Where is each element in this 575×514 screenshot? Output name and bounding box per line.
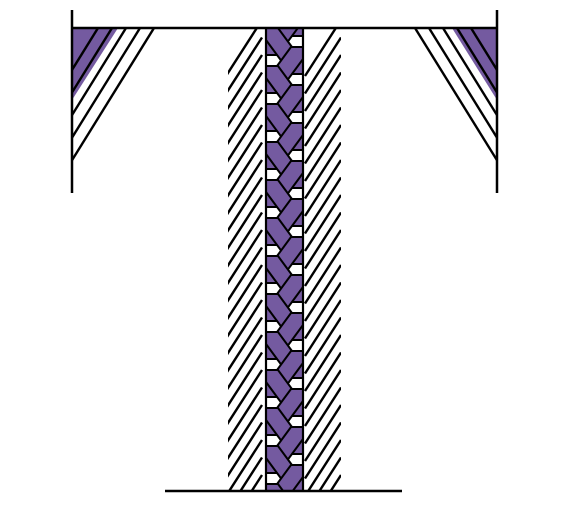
stem-hatch-left — [228, 386, 264, 443]
stem-hatch-right — [303, 176, 341, 235]
stem-hatch-left — [228, 229, 264, 286]
stem-hatch-left — [228, 89, 264, 146]
braid-strand-b — [266, 503, 303, 514]
stem-hatch-left — [228, 141, 264, 198]
right-wedge-hatch — [427, 28, 497, 168]
stem-hatch-left — [228, 176, 264, 233]
stem-hatch-right — [303, 299, 341, 357]
t-outline — [70, 10, 499, 493]
left-wedge-hatch — [72, 28, 142, 168]
stem-hatch-left — [228, 246, 264, 303]
stem-hatch-left — [228, 159, 264, 216]
stem-hatch-right — [303, 124, 341, 182]
stem-hatch-right — [303, 316, 341, 375]
stem-hatch-left — [228, 439, 264, 491]
stem-hatch-left — [228, 264, 264, 321]
stem-hatch-right — [303, 106, 341, 165]
stem-hatch-left — [228, 106, 264, 163]
stem-hatch-right — [303, 264, 341, 322]
center-braid — [264, 28, 305, 514]
stem-hatch-left — [226, 493, 262, 514]
stem-hatch-left — [228, 36, 264, 93]
stem-hatch-left — [228, 211, 264, 268]
stem-hatch-left — [228, 54, 264, 111]
right-wedge-hatch — [413, 28, 497, 168]
stem-hatch-left — [228, 124, 264, 181]
right-wedge-fill — [452, 28, 497, 100]
stem-hatch-left — [228, 281, 264, 338]
stem-hatch-right — [303, 141, 341, 200]
stem-hatch-right — [303, 281, 341, 340]
stem-hatch-right — [303, 36, 341, 95]
stem-hatch-right — [303, 89, 341, 147]
stem-hatch-right — [303, 386, 341, 445]
stem-hatch-left — [228, 334, 264, 391]
stem-hatch-right — [305, 493, 341, 514]
stem-hatch-left — [228, 404, 264, 461]
stem-hatch-right — [303, 159, 341, 217]
right-wedge-hatch — [469, 28, 497, 168]
braid-strand-a — [265, 483, 285, 491]
stem-hatch-right — [303, 369, 341, 427]
stem-hatch-left — [228, 28, 259, 76]
left-wedge-fill — [72, 28, 118, 100]
stem-hatch-right — [329, 474, 341, 491]
stem-hatch-left — [228, 299, 264, 356]
left-wedge-hatch — [72, 28, 114, 168]
left-wedge-hatch — [72, 28, 100, 168]
stem-hatch-right — [303, 229, 341, 287]
stem-hatch-right — [303, 54, 341, 112]
stem-hatch-right — [303, 194, 341, 252]
stem-hatch-right — [306, 439, 341, 491]
stem-hatching — [226, 28, 341, 514]
stem-hatch-right — [303, 71, 341, 130]
stem-hatch-left — [239, 456, 264, 491]
left-wedge-hatch — [72, 28, 128, 168]
left-wedge-hatch — [72, 28, 156, 168]
right-wedge-hatch — [455, 28, 497, 168]
stem-hatch-left — [228, 351, 264, 408]
left-serif-wedge — [72, 28, 160, 168]
stem-hatch-right — [305, 510, 341, 514]
stem-hatch-left — [250, 474, 264, 491]
stem-hatch-right — [303, 211, 341, 270]
stem-hatch-left — [228, 316, 264, 373]
right-wedge-hatch — [441, 28, 497, 168]
stem-hatch-right — [303, 334, 341, 392]
stem-hatch-right — [303, 28, 338, 77]
right-serif-wedge — [411, 28, 497, 168]
stem-hatch-right — [303, 246, 341, 305]
stem-hatch-left — [228, 71, 264, 128]
stem-hatch-right — [303, 351, 341, 410]
stem-hatch-left — [228, 194, 264, 251]
stem-hatch-left — [228, 369, 264, 426]
stem-hatch-right — [318, 456, 341, 491]
stem-hatch-left — [226, 510, 262, 514]
stem-hatch-left — [228, 421, 264, 478]
stem-hatch-right — [303, 404, 341, 462]
stem-hatch-right — [303, 421, 341, 480]
